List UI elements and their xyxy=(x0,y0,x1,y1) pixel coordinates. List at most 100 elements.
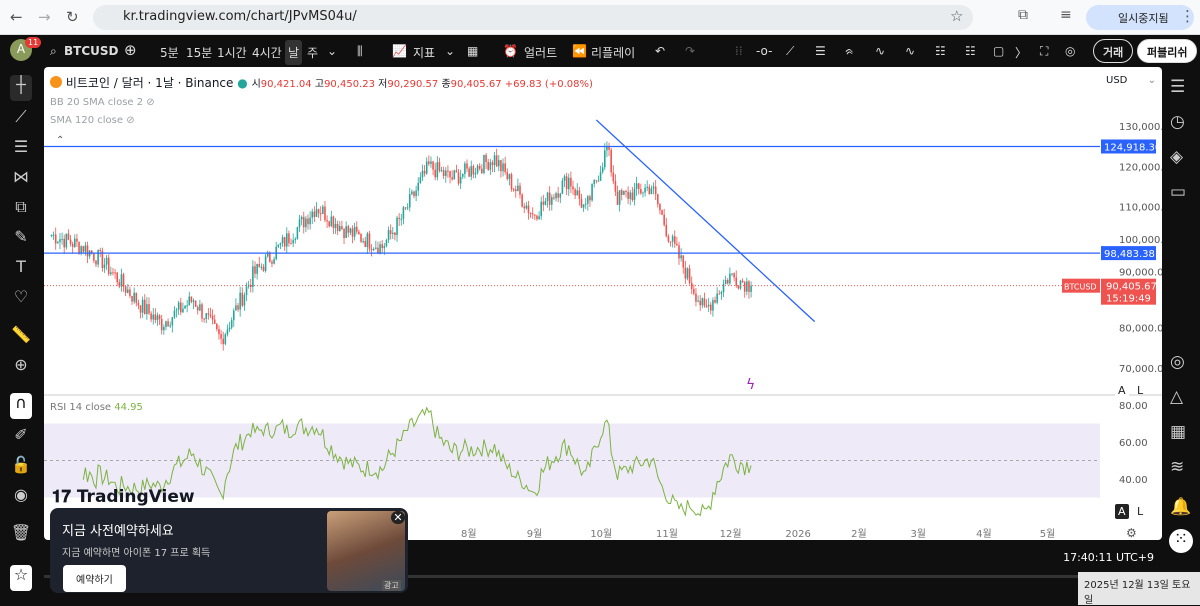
watchlist-icon[interactable]: ☰ xyxy=(1170,77,1186,97)
layers-icon[interactable]: ◈ xyxy=(1170,147,1184,167)
interval-4h[interactable]: 4시간 xyxy=(252,46,282,60)
currency-select[interactable]: USD ⌄ xyxy=(1103,73,1159,91)
bb-indicator-label[interactable]: BB 20 SMA close 2 xyxy=(50,97,144,108)
rsi-label[interactable]: RSI 14 close xyxy=(50,402,112,413)
chevron-down-icon[interactable]: ⌄ xyxy=(445,44,456,58)
ad-image[interactable] xyxy=(327,511,405,591)
interval-day[interactable]: 날 xyxy=(285,40,303,65)
close-icon[interactable]: ✕ xyxy=(391,511,405,524)
candle-body xyxy=(245,286,248,295)
undo-icon[interactable]: ↶ xyxy=(655,44,666,58)
drag-handle-icon[interactable]: ⁞⁞ xyxy=(735,44,743,58)
paused-button[interactable]: 일시중지됨 xyxy=(1086,5,1194,30)
lock-icon[interactable]: 🔓 xyxy=(11,455,31,474)
ruler-icon[interactable]: 📏 xyxy=(11,325,31,344)
interval-5m[interactable]: 5분 xyxy=(160,46,179,60)
replay-button[interactable]: 리플레이 xyxy=(591,46,636,60)
brush-icon[interactable]: ✎ xyxy=(14,227,28,246)
apps-grid-icon[interactable]: ⁙ xyxy=(1169,529,1193,553)
chevron-right-icon[interactable]: 〉 xyxy=(1015,46,1028,60)
fib-icon[interactable]: ☰ xyxy=(13,137,29,156)
crosshair-icon[interactable]: ┼ xyxy=(10,75,32,101)
signal-icon[interactable]: ≋ xyxy=(1170,457,1185,477)
chart-pane[interactable]: 130,000.00 120,000.00 110,000.00 100,000.00… xyxy=(44,67,1176,540)
menu-icon[interactable]: ⋮ xyxy=(1180,7,1195,25)
pattern-icon[interactable]: ᨑ xyxy=(845,44,855,58)
regression-icon[interactable]: ☷ xyxy=(965,44,976,58)
star-icon[interactable]: ☆ xyxy=(950,7,964,25)
fib-icon[interactable]: ☰ xyxy=(815,44,826,58)
settings-gear-icon: ⚙ xyxy=(1126,526,1137,540)
alert-icon[interactable]: ⏰ xyxy=(503,44,518,58)
candle-body xyxy=(489,162,492,170)
candle-body xyxy=(466,163,468,169)
interval-week[interactable]: 주 xyxy=(307,46,319,60)
projection-icon[interactable]: ⧉ xyxy=(15,197,27,216)
magnet-icon[interactable]: ∩ xyxy=(10,393,32,419)
redo-icon[interactable]: ↷ xyxy=(685,44,696,58)
candles-icon[interactable]: ⫼ xyxy=(357,44,363,58)
time-tick: 8월 xyxy=(461,528,477,540)
rsi-legend: RSI 14 close 44.95 xyxy=(50,402,143,413)
compare-icon[interactable]: ⊕ xyxy=(124,41,137,59)
hidden-eye-icon[interactable]: ⊘ xyxy=(126,115,135,126)
candle-body xyxy=(436,162,439,178)
pattern-icon[interactable]: ⋈ xyxy=(13,167,29,186)
chat-icon[interactable]: ▭ xyxy=(1170,182,1187,202)
publish-button[interactable]: 퍼블리쉬 xyxy=(1137,39,1198,63)
extensions-icon[interactable]: ⧉ xyxy=(1018,7,1028,23)
replay-icon[interactable]: ⏪ xyxy=(572,44,587,58)
target-icon[interactable]: ◎ xyxy=(1170,352,1185,372)
candle-body xyxy=(729,273,731,284)
search-icon[interactable]: ⌕ xyxy=(50,44,57,58)
eye-icon[interactable]: ◉ xyxy=(14,485,28,504)
alert-button[interactable]: 얼러트 xyxy=(524,46,558,60)
candle-body xyxy=(629,192,632,199)
candle-body xyxy=(61,238,63,240)
chevron-down-icon[interactable]: ⌄ xyxy=(327,44,338,58)
zoom-icon[interactable]: ⊕ xyxy=(14,355,28,374)
url-bar[interactable]: kr.tradingview.com/chart/JPvMS04u/ xyxy=(93,5,973,30)
parallel-channel-icon[interactable]: ☷ xyxy=(935,44,946,58)
reload-icon[interactable]: ↻ xyxy=(66,8,79,26)
sma-indicator-label[interactable]: SMA 120 close xyxy=(50,115,124,126)
media-icon[interactable]: ≡ xyxy=(1060,7,1072,23)
candle-body xyxy=(254,266,256,274)
trend-line-icon[interactable]: ⟋ xyxy=(786,44,795,58)
layouts-icon[interactable]: ▦ xyxy=(467,44,479,58)
price-chart[interactable]: 130,000.00 120,000.00 110,000.00 100,000.00… xyxy=(44,67,1176,540)
hidden-eye-icon[interactable]: ⊘ xyxy=(146,97,155,108)
alerts-clock-icon[interactable]: ◷ xyxy=(1170,112,1185,132)
candle-body xyxy=(546,192,549,201)
rectangle-icon[interactable]: ▢ xyxy=(993,44,1005,58)
back-icon[interactable]: ← xyxy=(10,8,23,26)
forward-icon[interactable]: → xyxy=(38,8,51,26)
symbol-search[interactable]: BTCUSD xyxy=(64,44,119,58)
interval-15m[interactable]: 15분 xyxy=(186,46,213,60)
trash-icon[interactable]: 🗑 xyxy=(10,523,32,542)
trend-line-icon[interactable]: ⟋ xyxy=(15,107,27,126)
symbol-title[interactable]: 비트코인 / 달러 · 1날 · Binance xyxy=(65,76,234,90)
indicators-button[interactable]: 지표 xyxy=(413,46,436,60)
indicators-icon[interactable]: 📈 xyxy=(392,44,407,58)
heart-icon[interactable]: ♡ xyxy=(13,287,29,306)
abcd-icon[interactable]: ∿ xyxy=(905,44,916,58)
ad-popup[interactable]: 지금 사전예약하세요 지금 예약하면 아이폰 17 프로 획득 예약하기 광고 … xyxy=(50,508,408,593)
lock-drawing-icon[interactable]: ✐ xyxy=(14,425,28,444)
candle-body xyxy=(614,181,617,192)
candle-body xyxy=(334,223,337,228)
camera-icon[interactable]: ◎ xyxy=(1065,44,1076,58)
interval-1h[interactable]: 1시간 xyxy=(217,46,247,60)
clock[interactable]: 17:40:11 UTC+9 xyxy=(1063,551,1154,564)
elliott-icon[interactable]: ∿ xyxy=(875,44,886,58)
candle-body xyxy=(377,247,379,254)
horizontal-ray-icon[interactable]: -o- xyxy=(756,44,773,58)
ad-reserve-button[interactable]: 예약하기 xyxy=(63,565,126,592)
favorites-star-icon[interactable]: ☆ xyxy=(10,565,32,591)
fullscreen-icon[interactable]: ⛶ xyxy=(1040,44,1049,58)
calendar-icon[interactable]: ▦ xyxy=(1170,422,1187,442)
ideas-icon[interactable]: △ xyxy=(1170,387,1184,407)
trade-button[interactable]: 거래 xyxy=(1093,39,1134,63)
bell-icon[interactable]: 🔔 xyxy=(1170,497,1192,517)
text-icon[interactable]: T xyxy=(16,257,26,276)
